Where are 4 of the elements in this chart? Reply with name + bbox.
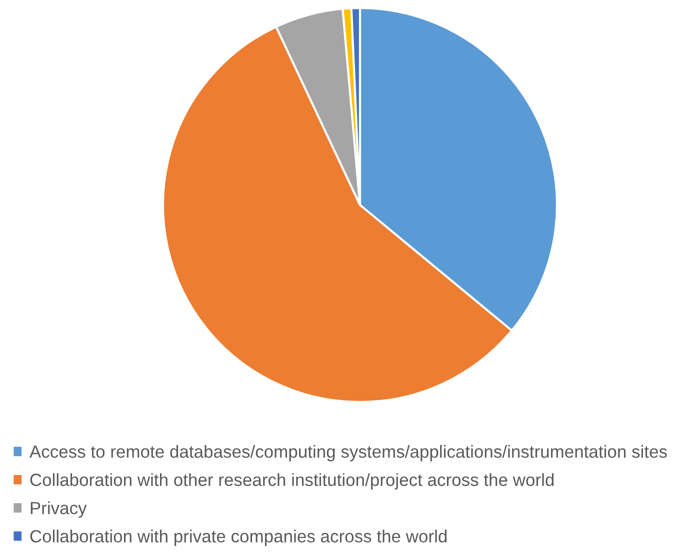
legend-label: Collaboration with private companies across the world: [30, 530, 447, 546]
legend-label: Collaboration with other research institution/project across the world: [30, 473, 554, 490]
legend-label: Access to remote databases/computing systems/applications/instrumentation sites: [29, 445, 667, 462]
legend-label: Privacy: [30, 501, 87, 518]
